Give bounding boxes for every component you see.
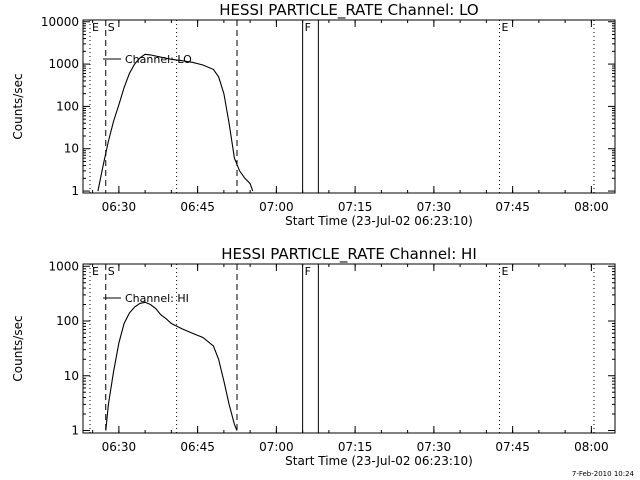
x-tick-label: 08:00 [574,200,609,214]
x-axis-label: Start Time (23-Jul-02 06:23:10) [285,454,473,468]
y-tick-label: 1 [71,184,79,198]
chart-title: HESSI PARTICLE_RATE Channel: HI [221,245,477,264]
x-axis-label: Start Time (23-Jul-02 06:23:10) [285,214,473,228]
plot-frame [82,263,616,434]
x-tick-label: 07:45 [495,440,530,454]
legend-label: Channel: LO [125,53,192,66]
x-tick-label: 06:30 [102,200,137,214]
chart-title: HESSI PARTICLE_RATE Channel: LO [219,1,478,20]
y-tick-label: 10 [64,369,79,383]
x-tick-label: 06:45 [180,440,215,454]
marker-label: S [108,21,115,34]
x-tick-label: 07:00 [259,200,294,214]
chart-channel-lo: HESSI PARTICLE_RATE Channel: LO Counts/se… [11,1,616,228]
marker-label: E [502,265,509,278]
chart-channel-hi: HESSI PARTICLE_RATE Channel: HI Counts/se… [11,245,616,468]
marker-label: E [502,21,509,34]
marker-label: E [92,265,99,278]
marker-label: S [108,265,115,278]
x-tick-label: 07:45 [495,200,530,214]
y-tick-label: 100 [56,314,79,328]
y-axis-label: Counts/sec [11,315,25,381]
legend-label: Channel: HI [125,292,189,305]
y-tick-label: 1000 [48,259,79,273]
y-tick-label: 100 [56,99,79,113]
x-tick-label: 07:30 [417,200,452,214]
x-tick-label: 07:15 [338,200,373,214]
plot-frame [82,19,616,194]
y-tick-label: 1 [71,423,79,437]
footer-date: 7-Feb-2010 10:24 [571,470,634,478]
y-axis-label: Counts/sec [11,73,25,139]
x-tick-label: 07:30 [417,440,452,454]
x-tick-label: 07:00 [259,440,294,454]
marker-label: F [305,21,311,34]
y-tick-label: 10 [64,142,79,156]
x-tick-label: 08:00 [574,440,609,454]
series-line [105,301,238,431]
series-line [97,53,254,192]
marker-label: E [92,21,99,34]
x-tick-label: 06:45 [180,200,215,214]
marker-label: F [305,265,311,278]
x-tick-label: 06:30 [102,440,137,454]
y-tick-label: 1000 [48,57,79,71]
y-tick-label: 10000 [41,15,79,29]
x-tick-label: 07:15 [338,440,373,454]
